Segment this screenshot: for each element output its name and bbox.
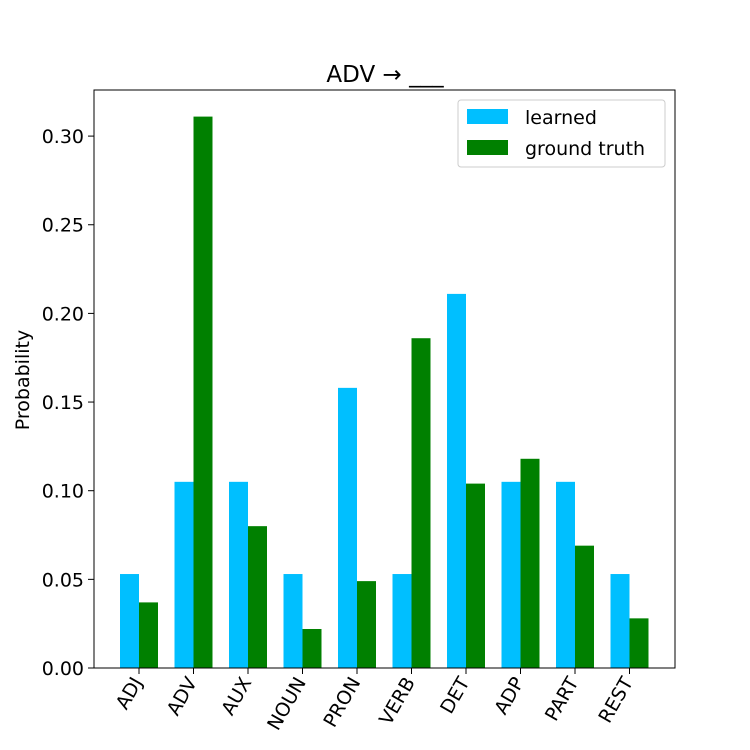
y-tick-label: 0.20 bbox=[42, 303, 84, 325]
bar-learned-adp bbox=[501, 481, 521, 668]
legend-swatch-learned bbox=[467, 109, 508, 124]
y-tick-label: 0.30 bbox=[42, 126, 84, 148]
bar-learned-verb bbox=[392, 574, 412, 668]
bar-learned-noun bbox=[283, 574, 303, 668]
bar-ground-truth-verb bbox=[411, 338, 431, 668]
bar-learned-rest bbox=[610, 574, 630, 668]
bar-ground-truth-adv bbox=[193, 116, 213, 668]
y-tick-label: 0.10 bbox=[42, 481, 84, 503]
x-tick-label: ADV bbox=[163, 674, 202, 720]
legend-box bbox=[457, 99, 666, 168]
legend-label-learned: learned bbox=[525, 107, 597, 129]
x-tick-label: VERB bbox=[375, 674, 420, 729]
x-tick-label: ADP bbox=[490, 674, 529, 719]
bar-learned-part bbox=[556, 481, 575, 668]
bar-ground-truth-aux bbox=[248, 526, 267, 668]
bar-learned-pron bbox=[338, 387, 357, 668]
plot-frame bbox=[93, 89, 676, 669]
bar-learned-aux bbox=[229, 481, 248, 668]
y-tick-label: 0.15 bbox=[42, 392, 84, 414]
bar-ground-truth-noun bbox=[302, 628, 322, 668]
x-tick-label: AUX bbox=[217, 674, 256, 720]
bar-ground-truth-pron bbox=[357, 581, 376, 668]
x-tick-label: ADJ bbox=[112, 674, 148, 714]
y-tick-label: 0.25 bbox=[42, 215, 84, 237]
y-axis-ticks: 0.00 0.05 0.10 0.15 0.20 0.25 0.30 bbox=[42, 126, 94, 680]
x-tick-label: PRON bbox=[319, 674, 365, 732]
x-tick-label: NOUN bbox=[263, 674, 311, 735]
bar-learned-adj bbox=[120, 574, 139, 668]
y-tick-label: 0.05 bbox=[42, 569, 84, 591]
legend: learned ground truth bbox=[457, 99, 666, 168]
legend-swatch-ground-truth bbox=[467, 140, 508, 155]
bar-ground-truth-det bbox=[466, 483, 485, 668]
bar-ground-truth-part bbox=[575, 545, 594, 668]
x-axis-ticks: ADJ ADV AUX NOUN PRON VERB DET ADP PART REST bbox=[112, 668, 638, 734]
bar-ground-truth-adp bbox=[520, 458, 540, 668]
chart-title: ADV → ___ bbox=[326, 62, 444, 88]
bar-learned-adv bbox=[174, 481, 194, 668]
x-tick-label: PART bbox=[541, 673, 584, 725]
y-axis-label: Probability bbox=[12, 330, 34, 430]
legend-label-ground-truth: ground truth bbox=[525, 138, 645, 160]
y-tick-label: 0.00 bbox=[42, 658, 84, 680]
bars-group bbox=[120, 116, 649, 668]
x-tick-label: REST bbox=[594, 673, 638, 727]
bar-learned-det bbox=[447, 293, 466, 668]
x-tick-label: DET bbox=[436, 673, 474, 717]
bar-ground-truth-rest bbox=[629, 618, 649, 668]
bar-ground-truth-adj bbox=[139, 602, 158, 668]
